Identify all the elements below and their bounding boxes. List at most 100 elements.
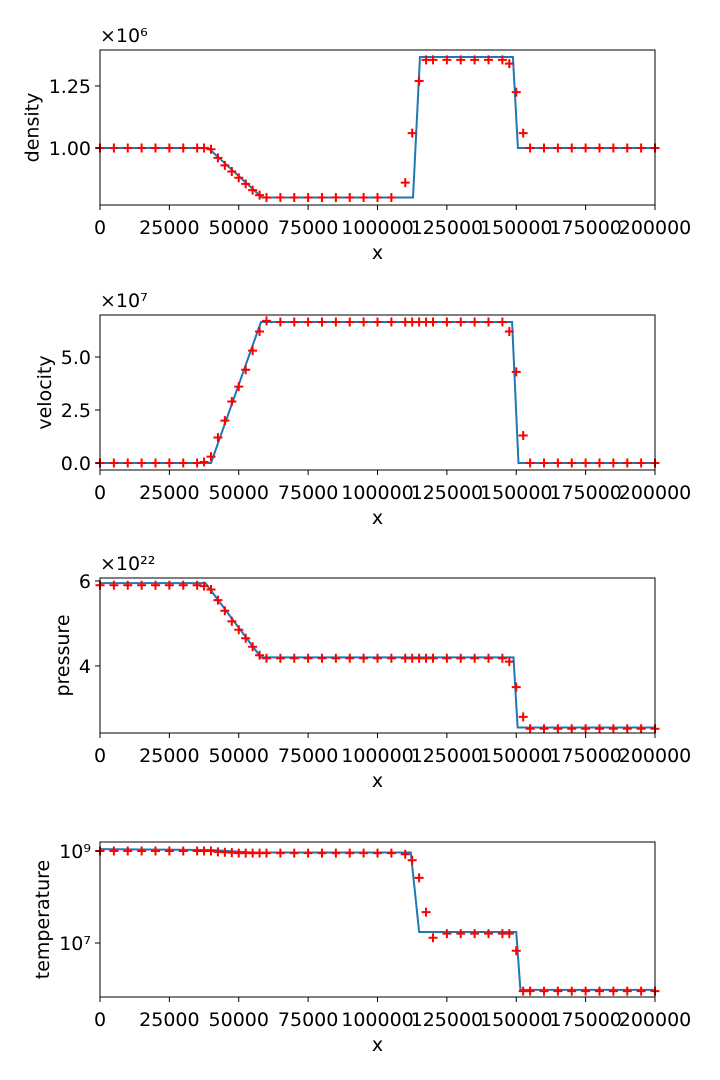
x-tick-label: 150000 (480, 482, 553, 504)
x-tick-label: 75000 (278, 1009, 338, 1031)
scatter-marker (595, 986, 604, 996)
scatter-marker (317, 653, 327, 663)
x-axis-label: x (372, 507, 383, 529)
scatter-marker (428, 55, 438, 65)
scatter-marker (109, 846, 119, 856)
x-tick-label: 125000 (411, 482, 484, 504)
scatter-marker (213, 153, 223, 163)
scatter-marker (234, 625, 244, 635)
scatter-marker (220, 416, 230, 426)
scatter-marker (289, 193, 299, 203)
scatter-marker (123, 580, 133, 590)
x-tick-label: 50000 (209, 1009, 269, 1031)
scatter-marker (518, 712, 528, 722)
scatter-marker (109, 143, 119, 153)
y-axis-label: pressure (52, 614, 74, 696)
scatter-marker (470, 653, 480, 663)
x-tick-label: 25000 (139, 482, 199, 504)
scatter-marker (345, 193, 355, 203)
scatter-marker (213, 595, 223, 605)
y-tick-label: 5.0 (61, 347, 91, 369)
scatter-marker (178, 846, 188, 856)
x-tick-label: 25000 (139, 745, 199, 767)
scatter-marker (303, 193, 313, 203)
scatter-marker (345, 653, 355, 663)
x-tick-label: 0 (94, 1009, 106, 1031)
scatter-marker (109, 458, 119, 468)
scatter-marker (137, 846, 147, 856)
scatter-marker (248, 185, 258, 195)
scatter-marker (484, 55, 493, 65)
y-tick-label: 0.0 (61, 453, 91, 475)
scatter-marker (373, 848, 382, 858)
scatter-marker (151, 846, 160, 856)
scatter-marker (567, 724, 577, 734)
scatter-marker (484, 653, 493, 663)
x-tick-label: 150000 (480, 1009, 553, 1031)
scatter-marker (275, 193, 285, 203)
scatter-marker (199, 457, 209, 467)
scatter-marker (123, 846, 133, 856)
x-tick-label: 0 (94, 745, 106, 767)
scatter-marker (622, 143, 632, 153)
scatter-marker (164, 458, 174, 468)
axes-frame (99, 49, 656, 206)
scatter-marker (497, 317, 507, 327)
scatter-marker (622, 458, 632, 468)
x-axis-label: x (372, 770, 383, 792)
scatter-marker (504, 327, 514, 337)
scatter-marker (567, 458, 577, 468)
scatter-marker (470, 317, 480, 327)
scatter-marker (206, 144, 216, 154)
x-tick-label: 125000 (411, 1009, 484, 1031)
scatter-marker (359, 848, 369, 858)
scatter-marker (275, 848, 285, 858)
scatter-marker (636, 724, 646, 734)
x-tick-label: 100000 (341, 1009, 414, 1031)
scatter-marker (345, 317, 355, 327)
scatter-marker (511, 367, 521, 377)
scatter-marker (227, 397, 237, 407)
scatter-marker (241, 633, 251, 643)
data-line (100, 55, 655, 199)
scatter-marker (151, 458, 160, 468)
scatter-marker (414, 873, 424, 883)
scatter-marker (581, 986, 591, 996)
scatter-marker (373, 653, 382, 663)
scatter-marker (511, 946, 521, 956)
scatter-marker (262, 193, 271, 203)
scatter-marker (373, 193, 382, 203)
scatter-marker (241, 365, 251, 375)
scatter-marker (220, 160, 230, 170)
scatter-marker (456, 55, 466, 65)
scatter-marker (137, 143, 147, 153)
x-tick-label: 150000 (480, 745, 553, 767)
x-tick-label: 175000 (549, 1009, 622, 1031)
scatter-marker (386, 653, 396, 663)
scatter-marker (581, 458, 591, 468)
scatter-marker (407, 855, 417, 865)
x-tick-label: 100000 (341, 745, 414, 767)
scatter-marker (442, 929, 452, 939)
x-tick-label: 200000 (619, 1009, 692, 1031)
x-tick-label: 75000 (278, 482, 338, 504)
axes-frame (99, 841, 656, 998)
scatter-marker (331, 193, 341, 203)
scatter-marker (303, 317, 313, 327)
scatter-marker (456, 929, 466, 939)
scatter-marker (359, 193, 369, 203)
scatter-marker (178, 458, 188, 468)
scatter-marker (109, 580, 119, 590)
scatter-marker (421, 907, 431, 917)
x-tick-label: 125000 (411, 745, 484, 767)
scatter-marker (456, 317, 466, 327)
scatter-marker (608, 143, 618, 153)
scatter-marker (123, 458, 133, 468)
scatter-marker (262, 848, 271, 858)
y-tick-label: 4 (79, 656, 91, 678)
x-tick-label: 175000 (549, 482, 622, 504)
scatter-marker (636, 458, 646, 468)
x-axis-label: x (372, 1034, 383, 1056)
scatter-marker (400, 849, 410, 859)
scatter-marker (525, 143, 535, 153)
